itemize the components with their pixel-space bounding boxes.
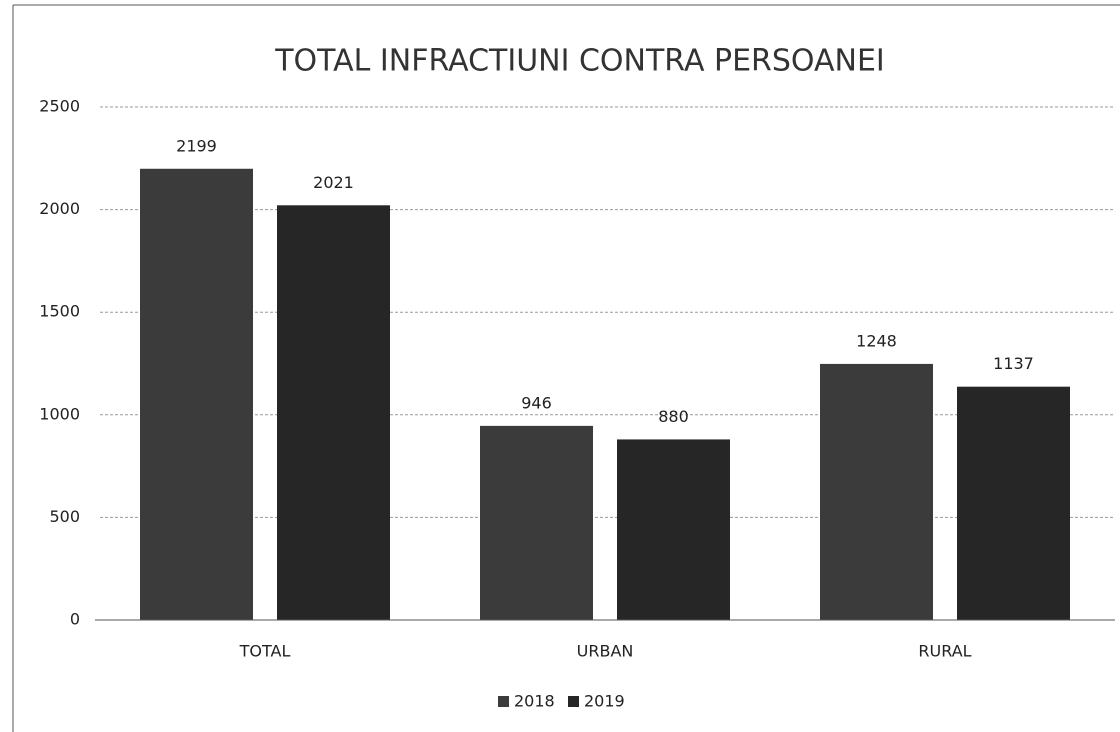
bar <box>957 386 1070 620</box>
legend-label: 2019 <box>584 692 625 711</box>
bar <box>617 439 730 620</box>
x-tick-label: TOTAL <box>239 642 291 661</box>
y-tick-label: 2000 <box>39 199 80 218</box>
bar <box>140 168 253 620</box>
data-label: 1137 <box>993 354 1034 373</box>
y-tick-label: 500 <box>49 507 80 526</box>
y-tick-label: 1000 <box>39 404 80 423</box>
y-tick-label: 0 <box>70 610 80 629</box>
data-label: 880 <box>658 407 689 426</box>
legend-swatch <box>498 696 509 707</box>
y-tick-label: 1500 <box>39 302 80 321</box>
bar <box>480 425 593 620</box>
x-tick-label: RURAL <box>918 642 971 661</box>
x-tick-label: URBAN <box>577 642 634 661</box>
chart-title: TOTAL INFRACTIUNI CONTRA PERSOANEI <box>274 44 885 79</box>
data-label: 1248 <box>856 331 897 350</box>
bar <box>277 205 390 620</box>
legend-swatch <box>568 696 579 707</box>
y-tick-label: 2500 <box>39 97 80 116</box>
legend-label: 2018 <box>514 692 555 711</box>
bar <box>820 363 933 620</box>
data-label: 2021 <box>313 173 354 192</box>
data-label: 2199 <box>176 136 217 155</box>
data-label: 946 <box>521 393 552 412</box>
